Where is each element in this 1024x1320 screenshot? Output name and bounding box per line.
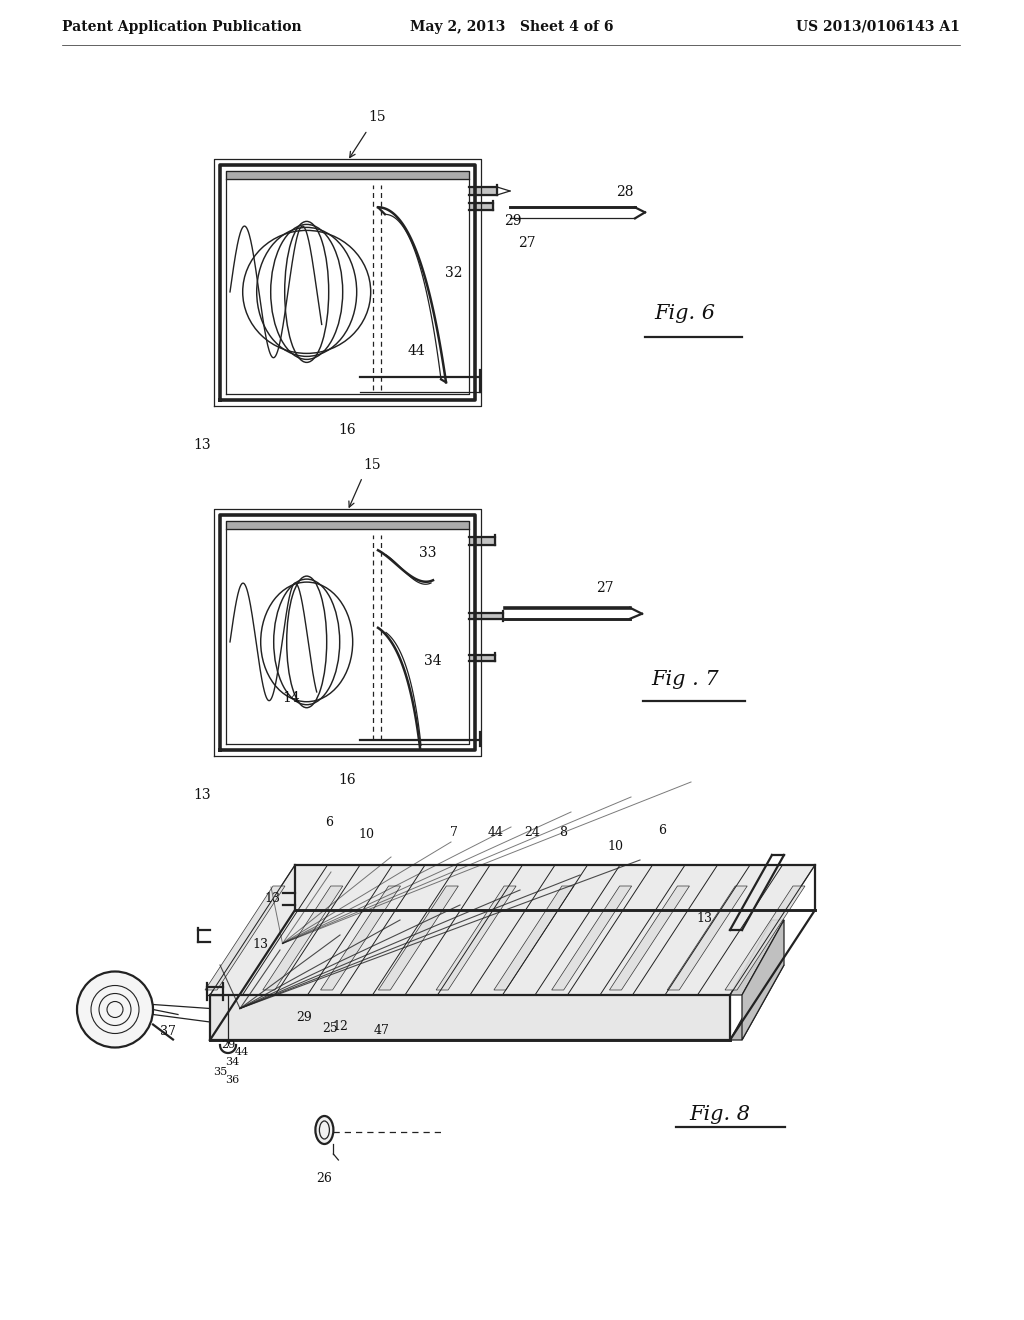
Text: 27: 27 [596, 581, 613, 595]
Ellipse shape [315, 1115, 334, 1144]
Text: 16: 16 [339, 774, 356, 787]
Text: 29: 29 [504, 214, 522, 228]
Text: 6: 6 [326, 817, 334, 829]
Text: Patent Application Publication: Patent Application Publication [62, 20, 302, 34]
Text: 13: 13 [194, 438, 211, 451]
Text: 29: 29 [296, 1011, 311, 1024]
Text: 44: 44 [488, 826, 504, 840]
Text: 36: 36 [225, 1074, 240, 1085]
Text: 15: 15 [369, 110, 386, 124]
Polygon shape [730, 965, 784, 1040]
Polygon shape [609, 886, 689, 990]
Text: 27: 27 [518, 235, 536, 249]
Text: Fig . 7: Fig . 7 [651, 671, 719, 689]
Text: 28: 28 [616, 185, 634, 199]
Text: 24: 24 [524, 826, 541, 840]
Text: 26: 26 [316, 1172, 333, 1184]
Text: 6: 6 [658, 824, 667, 837]
Text: 35: 35 [213, 1067, 227, 1077]
Polygon shape [321, 886, 400, 990]
Text: 10: 10 [358, 829, 374, 842]
Text: 25: 25 [322, 1022, 338, 1035]
Text: 15: 15 [364, 458, 381, 473]
Text: 13: 13 [696, 912, 712, 924]
Text: 8: 8 [559, 826, 567, 840]
Text: 7: 7 [451, 826, 459, 840]
Text: 37: 37 [160, 1026, 176, 1038]
Polygon shape [725, 886, 805, 990]
Text: 34: 34 [424, 653, 441, 668]
Text: 13: 13 [264, 891, 281, 904]
Text: Fig. 8: Fig. 8 [689, 1106, 751, 1125]
Polygon shape [378, 886, 459, 990]
Text: 29: 29 [221, 1040, 236, 1049]
Circle shape [77, 972, 153, 1048]
Polygon shape [730, 920, 784, 995]
Polygon shape [263, 886, 343, 990]
Polygon shape [668, 886, 748, 990]
Text: 34: 34 [225, 1057, 240, 1067]
Text: 14: 14 [283, 692, 300, 705]
Text: 47: 47 [374, 1024, 389, 1038]
Text: 44: 44 [234, 1047, 249, 1057]
Text: 12: 12 [332, 1020, 348, 1034]
Text: Fig. 6: Fig. 6 [654, 304, 716, 322]
Text: 13: 13 [194, 788, 211, 803]
Text: 44: 44 [408, 343, 425, 358]
Text: 32: 32 [445, 267, 463, 280]
Polygon shape [494, 886, 573, 990]
Text: 33: 33 [419, 545, 437, 560]
Polygon shape [552, 886, 632, 990]
Text: 16: 16 [339, 422, 356, 437]
Polygon shape [205, 886, 285, 990]
Polygon shape [210, 865, 815, 995]
Polygon shape [436, 886, 516, 990]
Polygon shape [742, 920, 784, 1040]
Text: 13: 13 [252, 939, 268, 952]
Text: 10: 10 [607, 841, 624, 854]
Text: US 2013/0106143 A1: US 2013/0106143 A1 [796, 20, 961, 34]
Text: May 2, 2013   Sheet 4 of 6: May 2, 2013 Sheet 4 of 6 [411, 20, 613, 34]
